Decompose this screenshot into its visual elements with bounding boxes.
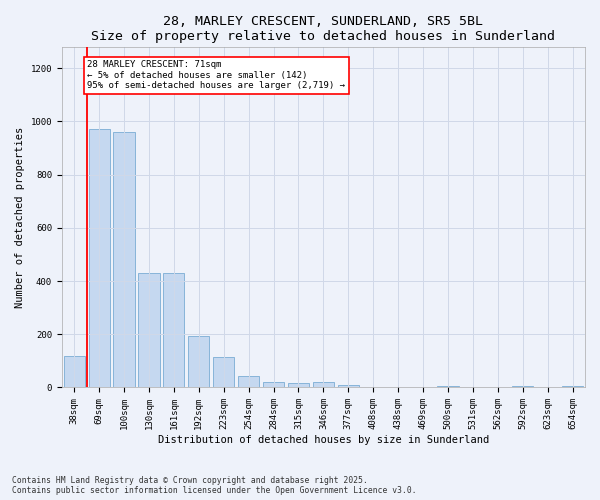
Title: 28, MARLEY CRESCENT, SUNDERLAND, SR5 5BL
Size of property relative to detached h: 28, MARLEY CRESCENT, SUNDERLAND, SR5 5BL… xyxy=(91,15,556,43)
Text: 28 MARLEY CRESCENT: 71sqm
← 5% of detached houses are smaller (142)
95% of semi-: 28 MARLEY CRESCENT: 71sqm ← 5% of detach… xyxy=(87,60,345,90)
Bar xyxy=(263,382,284,388)
Bar xyxy=(139,273,160,388)
Bar xyxy=(512,386,533,388)
Bar xyxy=(163,273,184,388)
Text: Contains HM Land Registry data © Crown copyright and database right 2025.
Contai: Contains HM Land Registry data © Crown c… xyxy=(12,476,416,495)
Bar xyxy=(238,376,259,388)
Y-axis label: Number of detached properties: Number of detached properties xyxy=(15,126,25,308)
Bar xyxy=(64,356,85,388)
Bar xyxy=(89,130,110,388)
Bar xyxy=(313,382,334,388)
Bar xyxy=(288,382,309,388)
Bar xyxy=(188,336,209,388)
Bar xyxy=(562,386,583,388)
Bar xyxy=(113,132,134,388)
X-axis label: Distribution of detached houses by size in Sunderland: Distribution of detached houses by size … xyxy=(158,435,489,445)
Bar xyxy=(213,358,235,388)
Bar xyxy=(338,386,359,388)
Bar xyxy=(437,386,458,388)
